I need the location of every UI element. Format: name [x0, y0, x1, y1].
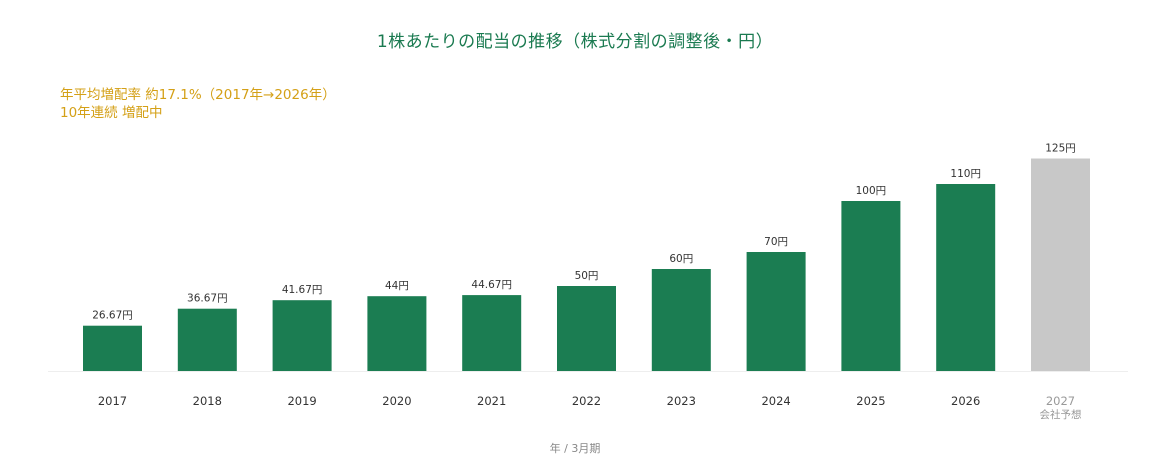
data-label-2020: 44円 — [385, 280, 409, 292]
bar-2020 — [367, 296, 427, 371]
tick-label-2023: 2023 — [667, 394, 696, 408]
bar-2023 — [651, 269, 711, 371]
bar-2018 — [177, 308, 237, 371]
tick-label-2026: 2026 — [951, 394, 980, 408]
data-label-2024: 70円 — [764, 236, 788, 248]
tick-label-2027: 2027 — [1046, 394, 1075, 408]
data-label-2022: 50円 — [575, 270, 599, 282]
data-label-2025: 100円 — [856, 185, 887, 197]
data-label-2027: 125円 — [1045, 143, 1076, 155]
bar-2026 — [936, 184, 996, 371]
bar-2022 — [557, 286, 616, 371]
x-axis-label: 年 / 3月期 — [549, 442, 601, 455]
tick-sublabel-2027: 会社予想 — [1040, 408, 1082, 421]
data-label-2017: 26.67円 — [92, 310, 133, 322]
data-label-2026: 110円 — [950, 168, 981, 180]
bar-2019 — [272, 300, 332, 371]
tick-label-2017: 2017 — [98, 394, 127, 408]
tick-label-2019: 2019 — [287, 394, 316, 408]
data-label-2021: 44.67円 — [471, 279, 512, 291]
bar-2021 — [462, 295, 522, 371]
tick-label-2018: 2018 — [193, 394, 222, 408]
tick-label-2022: 2022 — [572, 394, 601, 408]
tick-label-2024: 2024 — [761, 394, 790, 408]
consecutive-increase-note: 10年連続 増配中 — [60, 105, 163, 121]
tick-label-2021: 2021 — [477, 394, 506, 408]
tick-label-2025: 2025 — [856, 394, 885, 408]
bar-2025 — [841, 201, 901, 371]
bar-2027 — [1031, 158, 1090, 371]
bar-2024 — [746, 252, 806, 371]
data-label-2019: 41.67円 — [282, 284, 323, 296]
data-label-2018: 36.67円 — [187, 293, 228, 305]
tick-label-2020: 2020 — [382, 394, 411, 408]
data-label-2023: 60円 — [669, 253, 693, 265]
bar-2017 — [83, 325, 142, 371]
growth-rate-note: 年平均増配率 約17.1%（2017年→2026年） — [60, 87, 336, 103]
chart-title: 1株あたりの配当の推移（株式分割の調整後・円） — [376, 32, 774, 52]
